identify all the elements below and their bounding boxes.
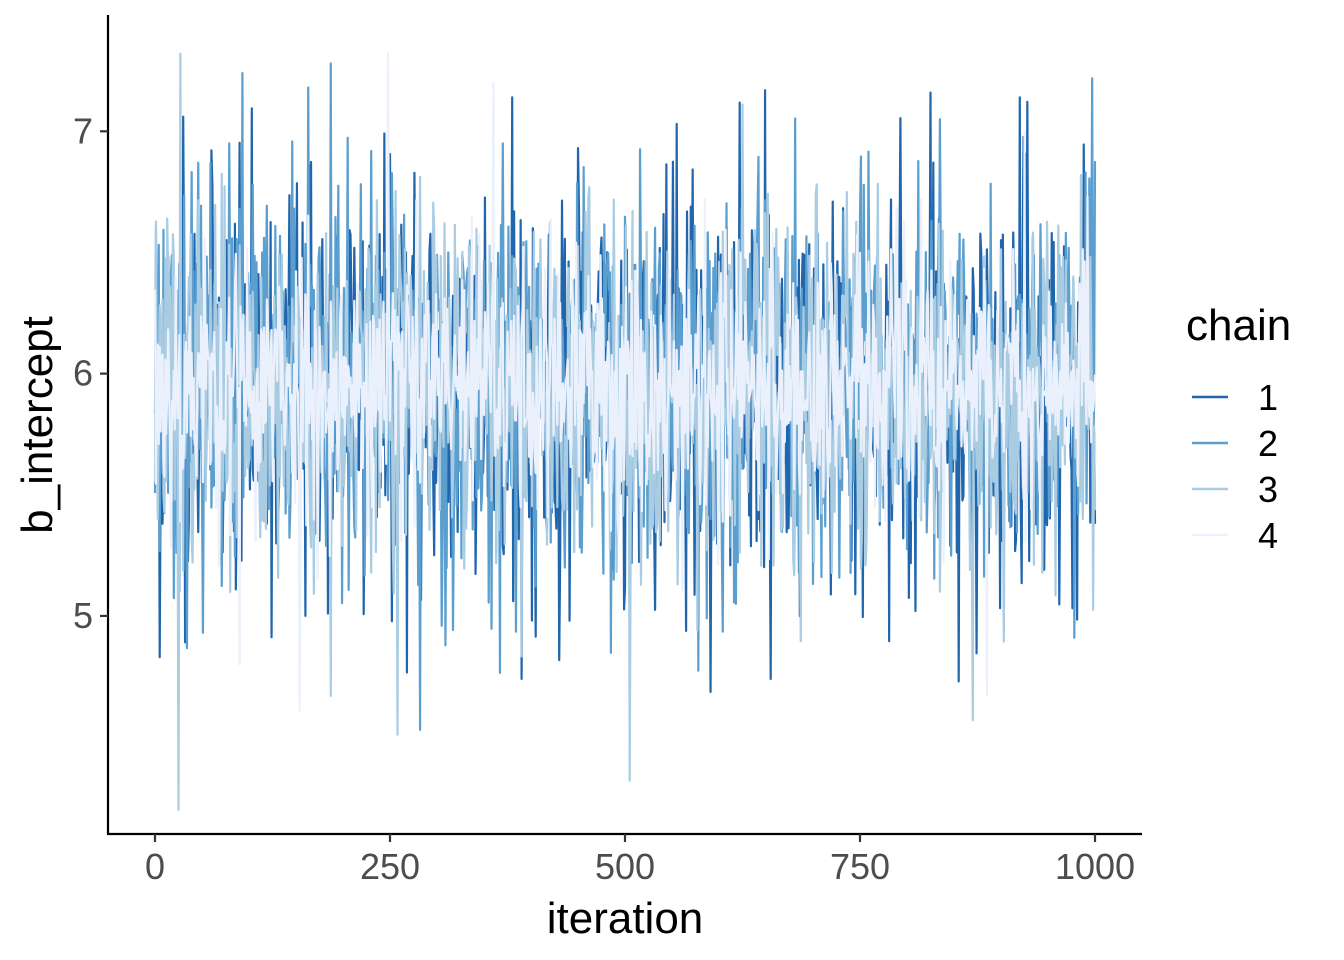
series-lines [153,52,1097,811]
x-tick-label: 750 [830,846,890,887]
legend-title: chain [1186,301,1291,350]
x-axis-title: iteration [547,894,704,943]
y-tick-label: 5 [73,595,93,636]
y-tick-label: 6 [73,353,93,394]
x-tick-label: 1000 [1055,846,1135,887]
x-tick-label: 250 [360,846,420,887]
legend-label-chain-2: 2 [1258,423,1278,464]
y-tick-label: 7 [73,110,93,151]
x-tick-label: 500 [595,846,655,887]
y-axis-title: b_intercept [13,316,62,534]
series-line-chain-4 [153,52,1097,712]
legend-label-chain-4: 4 [1258,515,1278,556]
x-tick-label: 0 [145,846,165,887]
x-axis-ticks: 0 250 500 750 1000 [145,834,1135,887]
legend-label-chain-3: 3 [1258,469,1278,510]
y-axis-ticks: 5 6 7 [73,110,108,636]
legend: chain 1 2 3 4 [1186,301,1291,556]
legend-label-chain-1: 1 [1258,377,1278,418]
